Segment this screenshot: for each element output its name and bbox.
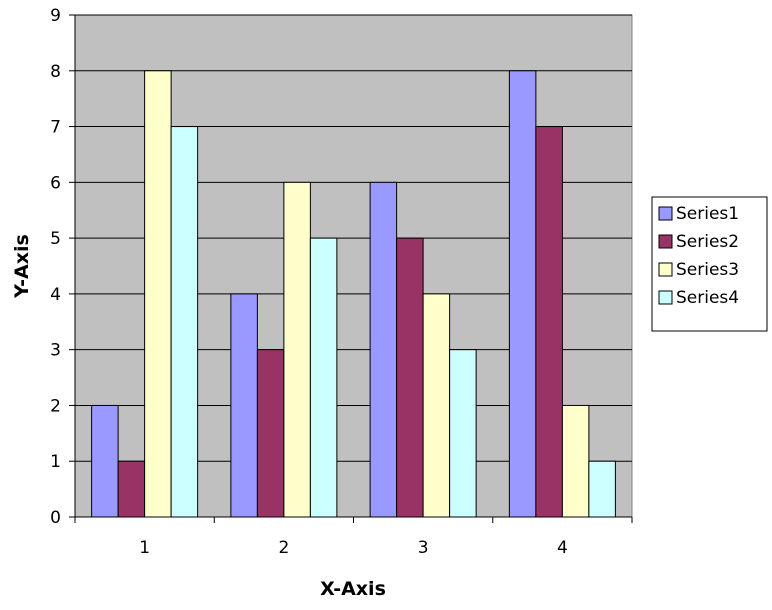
- y-tick-labels: 0 1 2 3 4 5 6 7 8 9: [50, 6, 61, 528]
- x-tick-label: 3: [418, 538, 429, 558]
- y-tick-label: 3: [50, 341, 61, 361]
- y-tick-label: 6: [50, 173, 61, 193]
- legend-swatch-series2: [658, 234, 673, 249]
- legend: Series1 Series2 Series3 Series4: [651, 196, 768, 332]
- y-tick-label: 2: [50, 396, 61, 416]
- y-axis-title: Y-Axis: [11, 234, 33, 299]
- bar-series3-1: [144, 70, 172, 518]
- legend-swatch-series3: [658, 262, 673, 277]
- x-tick-label: 2: [278, 538, 289, 558]
- y-tick-label: 7: [50, 118, 61, 138]
- bar-series1-3: [369, 181, 398, 518]
- bar-series4-4: [588, 460, 616, 518]
- y-tick-label: 4: [50, 285, 61, 305]
- legend-swatch-series1: [658, 206, 673, 221]
- x-tick-label: 1: [139, 538, 150, 558]
- bar-series4-2: [309, 237, 338, 518]
- axes: [69, 14, 633, 523]
- x-tick-labels: 1 2 3 4: [139, 538, 568, 558]
- y-tick-label: 5: [50, 229, 61, 249]
- legend-swatch-series4: [658, 290, 673, 305]
- x-axis-title: X-Axis: [320, 578, 386, 600]
- y-tick-label: 9: [50, 6, 61, 26]
- legend-label-series1: Series1: [676, 204, 739, 224]
- y-tick-label: 1: [50, 452, 61, 472]
- x-tick-label: 4: [557, 538, 568, 558]
- bar-series4-3: [449, 349, 477, 518]
- y-tick-label: 8: [50, 62, 61, 82]
- bars: [91, 70, 616, 518]
- bar-series3-3: [422, 293, 451, 518]
- y-tick-label: 0: [50, 508, 61, 528]
- bar-series1-4: [508, 70, 537, 518]
- bar-series3-4: [561, 404, 590, 518]
- bar-series2-1: [117, 460, 146, 518]
- legend-label-series2: Series2: [676, 232, 739, 252]
- bar-series1-1: [91, 404, 119, 518]
- legend-label-series3: Series3: [676, 260, 739, 280]
- bar-series2-2: [256, 349, 285, 518]
- bar-series2-3: [396, 237, 424, 518]
- bar-series3-2: [283, 181, 311, 518]
- bar-series1-2: [230, 293, 258, 518]
- bar-series2-4: [535, 126, 563, 518]
- legend-label-series4: Series4: [676, 288, 739, 308]
- bar-series4-1: [170, 126, 199, 518]
